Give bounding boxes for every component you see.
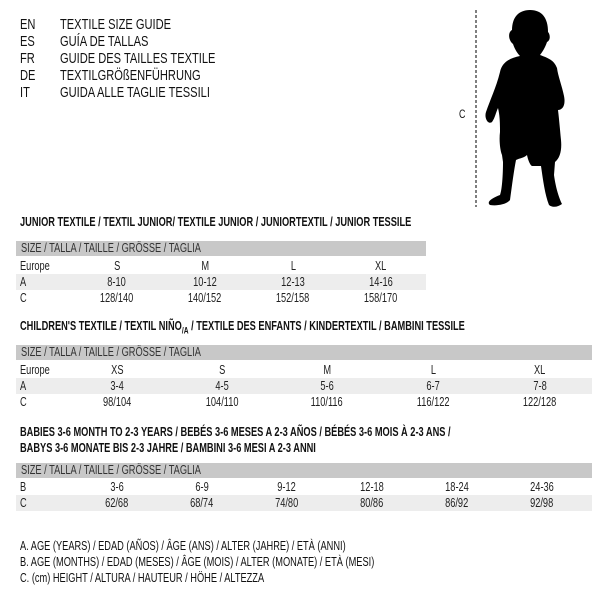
cell: 3-6 [110, 480, 124, 494]
babies-row-b: B 3-6 6-9 9-12 12-18 18-24 24-36 [16, 479, 592, 495]
legend-a: A. AGE (YEARS) / EDAD (AÑOS) / ÂGE (ANS)… [20, 539, 346, 553]
babies-title-line2: BABYS 3-6 MONATE BIS 2-3 JAHRE / BAMBINI… [20, 441, 316, 455]
junior-row-a: A 8-10 10-12 12-13 14-16 [16, 274, 426, 290]
cell: 140/152 [188, 291, 222, 305]
cell: 128/140 [100, 291, 134, 305]
cell: 152/158 [276, 291, 310, 305]
cell: 80/86 [360, 496, 384, 510]
cell: 116/122 [416, 395, 450, 409]
cell: 158/170 [364, 291, 398, 305]
cell: 24-36 [530, 480, 554, 494]
junior-size-header: SIZE / TALLA / TAILLE / GRÖSSE / TAGLIA [16, 241, 426, 256]
cell: 92/98 [530, 496, 554, 510]
cell: 18-24 [445, 480, 469, 494]
cell: 12-18 [360, 480, 384, 494]
children-row-europe: Europe XS S M L XL [16, 362, 592, 378]
child-silhouette [485, 10, 565, 207]
cell: L [430, 363, 436, 377]
children-row-a: A 3-4 4-5 5-6 6-7 7-8 [16, 378, 592, 394]
junior-row-c: C 128/140 140/152 152/158 158/170 [16, 290, 426, 306]
junior-row-europe: Europe S M L XL [16, 258, 426, 274]
cell: M [201, 259, 209, 273]
cell: XL [375, 259, 387, 273]
cell: 86/92 [445, 496, 469, 510]
cell: 98/104 [102, 395, 132, 409]
children-title: CHILDREN'S TEXTILE / TEXTIL NIÑO/A / TEX… [20, 319, 465, 336]
cell: 9-12 [277, 480, 297, 494]
cell: 110/116 [310, 395, 344, 409]
cell: 14-16 [369, 275, 393, 289]
cell: 6-7 [426, 379, 440, 393]
child-silhouette-icon [475, 10, 565, 207]
cell: 68/74 [190, 496, 214, 510]
legend-c: C. (cm) HEIGHT / ALTURA / HAUTEUR / HÖHE… [20, 571, 265, 585]
cell: XL [534, 363, 546, 377]
children-row-c: C 98/104 104/110 110/116 116/122 122/128 [16, 394, 592, 410]
cell: S [113, 259, 121, 273]
babies-row-c: C 62/68 68/74 74/80 80/86 86/92 92/98 [16, 495, 592, 511]
cell: 12-13 [281, 275, 305, 289]
babies-size-header: SIZE / TALLA / TAILLE / GRÖSSE / TAGLIA [16, 463, 592, 478]
cell: 62/68 [105, 496, 129, 510]
cell: L [290, 259, 296, 273]
cell: 104/110 [205, 395, 239, 409]
cell: 8-10 [107, 275, 127, 289]
cell: S [218, 363, 226, 377]
junior-title: JUNIOR TEXTILE / TEXTIL JUNIOR/ TEXTILE … [20, 215, 412, 229]
cell: 122/128 [523, 395, 557, 409]
children-size-header: SIZE / TALLA / TAILLE / GRÖSSE / TAGLIA [16, 345, 592, 360]
cell: 10-12 [193, 275, 217, 289]
height-label: C [459, 107, 466, 121]
legend-b: B. AGE (MONTHS) / EDAD (MESES) / ÂGE (MO… [20, 555, 375, 569]
cell: 4-5 [215, 379, 229, 393]
cell: M [323, 363, 331, 377]
babies-title-line1: BABIES 3-6 MONTH TO 2-3 YEARS / BEBÉS 3-… [20, 425, 451, 439]
cell: 74/80 [275, 496, 299, 510]
cell: 6-9 [195, 480, 209, 494]
cell: 5-6 [320, 379, 334, 393]
cell: 3-4 [110, 379, 124, 393]
cell: XS [110, 363, 124, 377]
cell: 7-8 [533, 379, 547, 393]
